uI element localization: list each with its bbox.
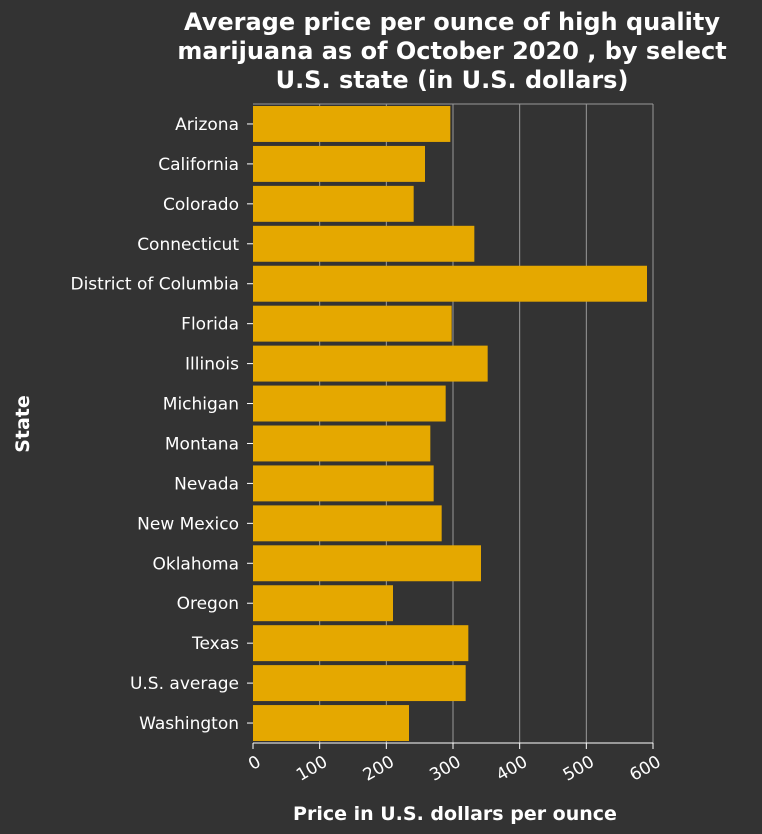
y-tick-label: Colorado [163, 195, 239, 215]
y-axis-title: State [12, 395, 34, 453]
bar-district-of-columbia [253, 265, 647, 302]
x-tick-label: 200 [360, 752, 398, 786]
chart-title-line: U.S. state (in U.S. dollars) [276, 66, 629, 94]
bar-illinois [253, 345, 488, 382]
bar-michigan [253, 385, 446, 422]
y-tick-label: Illinois [185, 355, 239, 375]
y-tick-label: Florida [181, 315, 239, 335]
y-tick-label: Connecticut [137, 235, 239, 255]
y-tick-label: New Mexico [137, 514, 239, 534]
bar-california [253, 145, 425, 182]
chart-title-line: Average price per ounce of high quality [184, 8, 720, 36]
bar-oklahoma [253, 545, 481, 582]
x-tick-label: 400 [493, 752, 531, 786]
y-tick-label: Oregon [177, 594, 239, 614]
y-tick-label: Montana [165, 434, 239, 454]
bar-montana [253, 425, 431, 462]
bar-new-mexico [253, 505, 442, 542]
x-tick-label: 300 [426, 752, 464, 786]
y-tick-label: California [158, 155, 239, 175]
y-tick-label: Michigan [163, 395, 239, 415]
x-tick-label: 500 [560, 752, 598, 786]
x-axis-ticks: 0 100 200 300 400 500 600 [245, 742, 665, 786]
chart-title: Average price per ounce of high qualitym… [177, 8, 726, 94]
y-tick-label: Texas [191, 634, 239, 654]
y-tick-label: District of Columbia [70, 275, 239, 295]
x-tick-label: 100 [293, 752, 331, 786]
y-tick-label: Arizona [175, 115, 239, 135]
bar-u-s-average [253, 665, 466, 702]
x-tick-label: 0 [245, 752, 264, 775]
y-tick-label: Washington [139, 714, 239, 734]
bar-oregon [253, 585, 393, 622]
y-tick-label: Oklahoma [152, 554, 239, 574]
x-axis-title: Price in U.S. dollars per ounce [293, 803, 617, 825]
bar-nevada [253, 465, 434, 502]
chart-title-line: marijuana as of October 2020 , by select [177, 37, 726, 65]
y-tick-label: Nevada [174, 474, 239, 494]
bar-texas [253, 625, 469, 662]
y-tick-label: U.S. average [130, 674, 239, 694]
bar-arizona [253, 105, 451, 142]
bars [253, 105, 647, 742]
bar-connecticut [253, 225, 475, 262]
y-axis-labels: Arizona California Colorado Connecticut Dist… [70, 115, 253, 734]
bar-florida [253, 305, 452, 342]
bar-colorado [253, 185, 414, 222]
bar-washington [253, 705, 409, 742]
x-tick-label: 600 [626, 752, 664, 786]
